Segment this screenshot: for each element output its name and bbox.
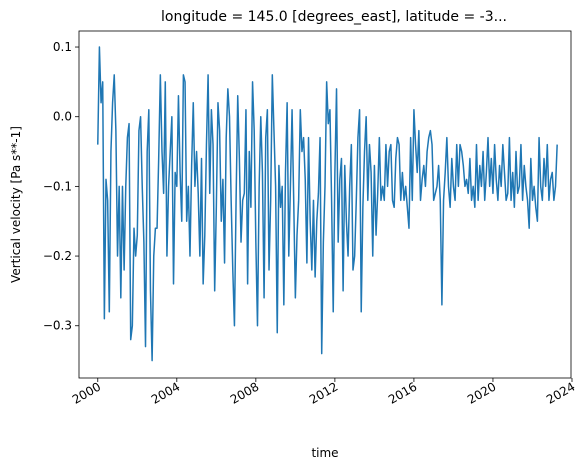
y-tick-label: −0.2 <box>43 249 72 263</box>
x-axis-label: time <box>311 446 338 460</box>
x-tick-label: 2012 <box>307 379 340 406</box>
plot-area <box>97 46 558 362</box>
x-axis: 2000 2004 2008 2012 2016 2020 2024 <box>70 378 577 407</box>
y-axis: 0.1 0.0 −0.1 −0.2 −0.3 <box>43 40 79 333</box>
y-tick-label: 0.0 <box>53 110 72 124</box>
y-tick-label: −0.1 <box>43 179 72 193</box>
x-tick-label: 2008 <box>228 379 261 406</box>
x-tick-label: 2000 <box>70 379 103 406</box>
y-axis-label: Vertical velocity [Pa s**-1] <box>9 126 23 283</box>
chart-title: longitude = 145.0 [degrees_east], latitu… <box>161 9 507 25</box>
y-tick-label: 0.1 <box>53 40 72 54</box>
axes-frame <box>78 30 572 379</box>
x-tick-label: 2024 <box>544 379 577 406</box>
x-tick-label: 2020 <box>465 379 498 406</box>
x-tick-label: 2016 <box>386 379 419 406</box>
x-tick-label: 2004 <box>149 379 182 406</box>
y-tick-label: −0.3 <box>43 319 72 333</box>
series-line-0 <box>97 46 558 362</box>
